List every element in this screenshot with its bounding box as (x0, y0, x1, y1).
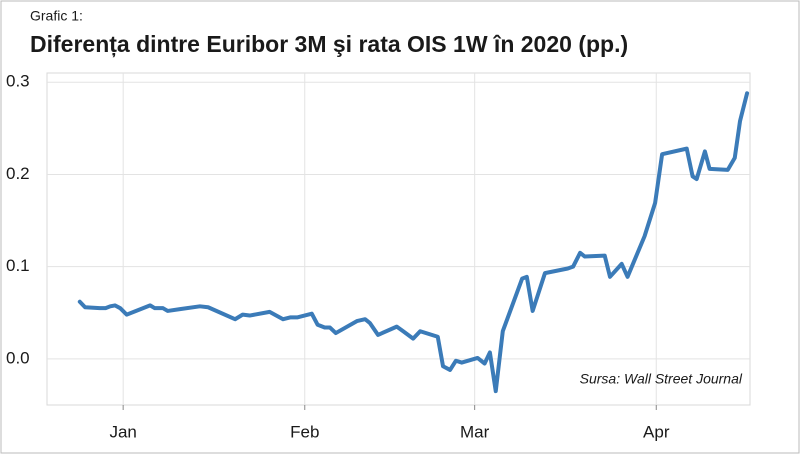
y-tick-label: 0.2 (6, 164, 30, 183)
plot-area (46, 72, 751, 406)
y-tick-label: 0.1 (6, 256, 30, 275)
y-tick-label: 0.3 (6, 72, 30, 91)
y-tick-label: 0.0 (6, 348, 30, 367)
chart-title: Diferența dintre Euribor 3M şi rata OIS … (30, 31, 628, 58)
x-tick-label: Feb (290, 422, 319, 441)
figure-label: Grafic 1: (30, 8, 83, 24)
x-tick-label: Apr (643, 422, 670, 441)
x-tick-label: Jan (109, 422, 136, 441)
data-line (77, 91, 750, 394)
x-tick-label: Mar (460, 422, 490, 441)
source-note: Sursa: Wall Street Journal (580, 371, 743, 387)
